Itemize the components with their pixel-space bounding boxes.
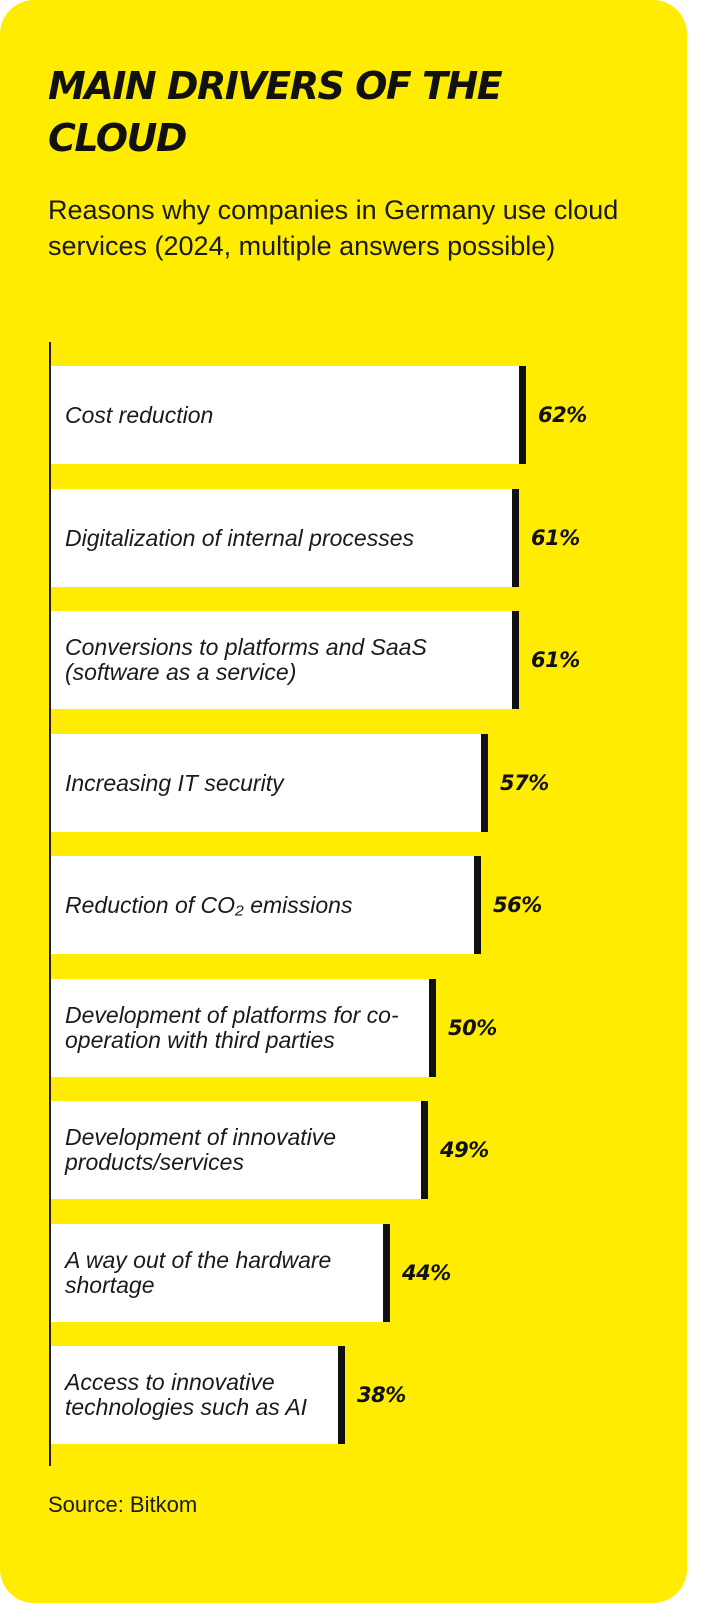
bar-end-marker <box>519 366 526 464</box>
bar-row: Access to innovative technologies such a… <box>51 1346 435 1444</box>
bar-value-label: 61% <box>531 526 580 550</box>
bar <box>51 1224 383 1322</box>
bar-end-marker <box>512 611 519 709</box>
bar-category-label: Development of platforms for co-operatio… <box>65 1002 399 1053</box>
bar-category-label: Reduction of CO₂ emissions <box>65 891 353 918</box>
bar-category-label: Cost reduction <box>65 401 214 428</box>
bar-row: A way out of the hardware shortage 44% <box>51 1224 480 1322</box>
bar-category-label: Development of innovative products/servi… <box>65 1124 337 1175</box>
bar-category-label: A way out of the hardware shortage <box>65 1247 332 1298</box>
bar-end-marker <box>429 979 436 1077</box>
bar-end-marker <box>481 734 488 832</box>
bar <box>51 734 481 832</box>
bar-category-label: Access to innovative technologies such a… <box>65 1369 308 1420</box>
bar-end-marker <box>512 489 519 587</box>
bar <box>51 856 474 954</box>
bar-value-label: 38% <box>357 1383 406 1407</box>
bar <box>51 611 512 709</box>
bar-value-label: 61% <box>531 648 580 672</box>
bar <box>51 489 512 587</box>
chart-card: MAIN DRIVERS OF THE CLOUD Reasons why co… <box>0 0 687 1603</box>
bar-value-label: 57% <box>500 771 549 795</box>
bar <box>51 979 429 1077</box>
bar-end-marker <box>474 856 481 954</box>
bar-category-label: Conversions to platforms and SaaS (softw… <box>65 634 427 685</box>
bar <box>51 1346 338 1444</box>
bar-value-label: 62% <box>538 403 587 427</box>
bar-row: Cost reduction 62% <box>51 366 616 464</box>
bar <box>51 366 519 464</box>
bar-value-label: 56% <box>493 893 542 917</box>
bars-area: Cost reduction 62% Digitalization of inter… <box>51 366 687 1446</box>
source-note: Source: Bitkom <box>48 1492 198 1517</box>
y-axis-line <box>49 342 51 1466</box>
chart-subtitle: Reasons why companies in Germany use clo… <box>48 195 619 261</box>
bar-row: Digitalization of internal processes 61% <box>51 489 609 587</box>
bar-end-marker <box>383 1224 390 1322</box>
bar-end-marker <box>421 1101 428 1199</box>
bar-value-label: 44% <box>402 1261 451 1285</box>
bar-row: Increasing IT security 57% <box>51 734 578 832</box>
bar-value-label: 50% <box>448 1016 497 1040</box>
bar <box>51 1101 421 1199</box>
bar-row: Development of platforms for co-operatio… <box>51 979 526 1077</box>
bar-row: Development of innovative products/servi… <box>51 1101 518 1199</box>
bar-end-marker <box>338 1346 345 1444</box>
chart-title: MAIN DRIVERS OF THE CLOUD <box>48 64 503 160</box>
bar-row: Conversions to platforms and SaaS (softw… <box>51 611 609 709</box>
bar-category-label: Increasing IT security <box>65 769 284 796</box>
bar-category-label: Digitalization of internal processes <box>65 524 415 551</box>
bar-row: Reduction of CO₂ emissions 56% <box>51 856 571 954</box>
bar-value-label: 49% <box>440 1138 489 1162</box>
